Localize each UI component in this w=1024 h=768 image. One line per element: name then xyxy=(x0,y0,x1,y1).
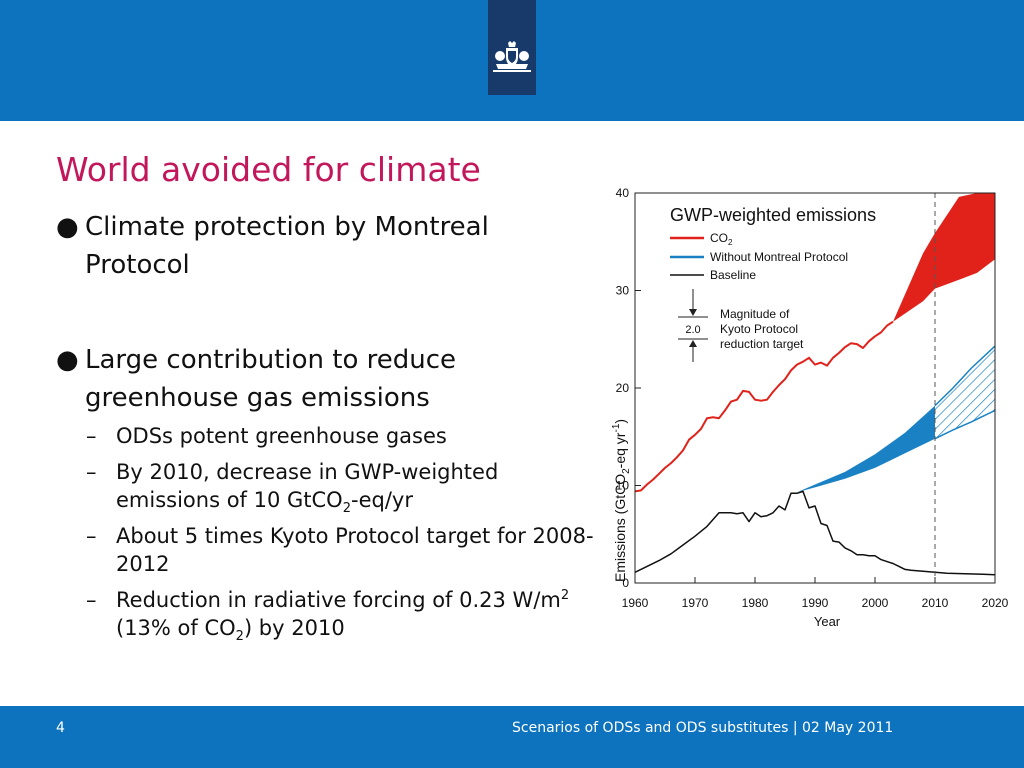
y-tick-label: 30 xyxy=(616,284,630,298)
slide-title: World avoided for climate xyxy=(56,150,481,189)
sub-bullet-item: – By 2010, decrease in GWP-weighted emis… xyxy=(86,458,606,517)
bullet-item: ● Large contribution to reduce greenhous… xyxy=(56,341,596,417)
y-tick-label: 40 xyxy=(616,186,630,200)
band-edge-upper xyxy=(934,345,996,407)
x-tick-label: 1970 xyxy=(682,596,709,610)
x-axis-label: Year xyxy=(814,614,841,629)
footer-text: Scenarios of ODSs and ODS substitutes | … xyxy=(512,720,894,736)
band-without-mp xyxy=(797,405,935,493)
x-tick-label: 2000 xyxy=(862,596,889,610)
royal-coat-of-arms-icon xyxy=(493,41,531,72)
legend-label-co2: CO2 xyxy=(710,231,733,247)
kyoto-annotation: 2.0 Magnitude of Kyoto Protocol reductio… xyxy=(678,289,804,362)
series-line-co2 xyxy=(634,320,894,493)
bullet-text: Large contribution to reduce greenhouse … xyxy=(85,345,457,413)
sub-bullet-item: – ODSs potent greenhouse gases xyxy=(86,422,606,450)
dash-marker: – xyxy=(86,424,97,448)
dash-marker: – xyxy=(86,460,97,484)
annotation-line1: Magnitude of xyxy=(720,307,790,321)
y-tick-label: 10 xyxy=(616,479,630,493)
band-edge-lower xyxy=(934,409,996,440)
annotation-line3: reduction target xyxy=(720,337,804,351)
page-number: 4 xyxy=(56,720,65,736)
bullet-marker: ● xyxy=(56,345,79,375)
sub-bullet-text: Reduction in radiative forcing of 0.23 W… xyxy=(116,588,570,645)
y-tick-label: 0 xyxy=(622,576,629,590)
bullet-marker: ● xyxy=(56,212,79,242)
y-tick-label: 20 xyxy=(616,381,630,395)
series-line-baseline xyxy=(634,490,996,576)
band-without-mp-hatched xyxy=(935,346,995,439)
annotation-value: 2.0 xyxy=(685,324,700,336)
legend-label-baseline: Baseline xyxy=(710,268,756,282)
x-tick-label: 1960 xyxy=(622,596,649,610)
y-axis-label: Emissions (GtCO2-eq yr-1) xyxy=(611,419,632,582)
sub-bullet-text: About 5 times Kyoto Protocol target for … xyxy=(116,524,594,576)
x-tick-label: 1990 xyxy=(802,596,829,610)
emissions-chart: 1960 1970 1980 1990 2000 2010 2020 0 10 20 30 40 GW… xyxy=(580,180,1020,640)
dash-marker: – xyxy=(86,588,97,612)
bullet-text: Climate protection by Montreal Protocol xyxy=(85,212,489,280)
sub-bullet-item: – Reduction in radiative forcing of 0.23… xyxy=(86,586,606,645)
x-tick-label: 2010 xyxy=(922,596,949,610)
x-tick-label: 1980 xyxy=(742,596,769,610)
legend-label-without-mp: Without Montreal Protocol xyxy=(710,250,848,264)
dash-marker: – xyxy=(86,524,97,548)
sub-bullet-item: – About 5 times Kyoto Protocol target fo… xyxy=(86,522,606,578)
bullet-item: ● Climate protection by Montreal Protoco… xyxy=(56,208,596,284)
band-co2-projection xyxy=(893,193,995,322)
sub-bullet-list: – ODSs potent greenhouse gases – By 2010… xyxy=(86,422,606,650)
x-tick-label: 2020 xyxy=(982,596,1009,610)
sub-bullet-text: By 2010, decrease in GWP-weighted emissi… xyxy=(116,460,499,517)
sub-bullet-text: ODSs potent greenhouse gases xyxy=(116,424,447,448)
footer-bar xyxy=(0,706,1024,768)
chart-svg: 1960 1970 1980 1990 2000 2010 2020 0 10 20 30 40 GW… xyxy=(611,186,1009,629)
logo-box xyxy=(488,0,536,95)
chart-title: GWP-weighted emissions xyxy=(670,205,876,225)
annotation-line2: Kyoto Protocol xyxy=(720,322,798,336)
